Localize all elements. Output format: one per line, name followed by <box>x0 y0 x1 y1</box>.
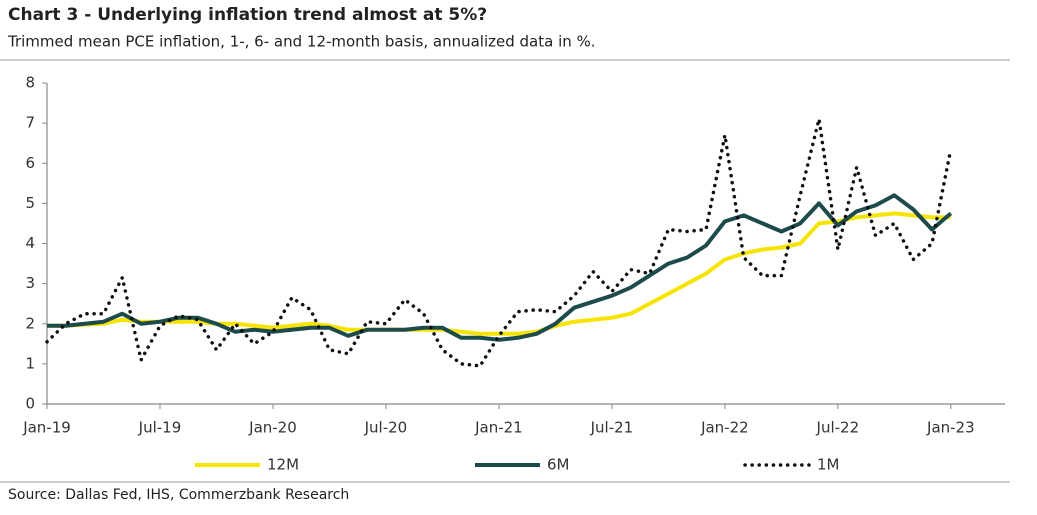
legend-label: 1M <box>817 456 840 474</box>
y-tick-label: 6 <box>25 154 35 172</box>
line-series <box>45 117 953 368</box>
y-tick-label: 3 <box>25 274 35 292</box>
chart-subtitle: Trimmed mean PCE inflation, 1-, 6- and 1… <box>7 33 596 51</box>
source: Source: Dallas Fed, IHS, Commerzbank Res… <box>8 487 349 503</box>
y-tick-label: 7 <box>25 114 35 132</box>
legend-label: 6M <box>547 456 570 474</box>
x-tick-label: Jan-21 <box>474 419 523 437</box>
y-tick-label: 2 <box>25 314 35 332</box>
chart-title: Chart 3 - Underlying inflation trend alm… <box>8 5 487 25</box>
x-tick-label: Jul-22 <box>816 419 860 437</box>
x-tick-label: Jul-21 <box>590 419 634 437</box>
y-tick-label: 5 <box>25 194 35 212</box>
line-series <box>47 193 953 342</box>
y-tick-label: 1 <box>25 354 35 372</box>
legend-label: 12M <box>267 456 299 474</box>
x-tick-label: Jul-19 <box>138 419 182 437</box>
y-tick-label: 8 <box>25 74 35 92</box>
line-series <box>47 211 951 336</box>
y-tick-label: 0 <box>25 395 35 413</box>
x-tick-label: Jan-19 <box>22 419 71 437</box>
x-tick-label: Jul-20 <box>364 419 408 437</box>
y-tick-label: 4 <box>25 234 35 252</box>
x-tick-label: Jan-23 <box>926 419 975 437</box>
x-tick-label: Jan-22 <box>700 419 749 437</box>
x-tick-label: Jan-20 <box>248 419 297 437</box>
